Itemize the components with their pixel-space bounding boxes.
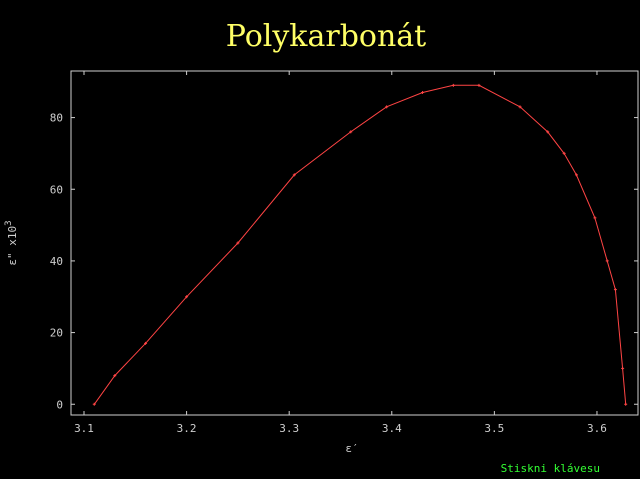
x-tick-label: 3.5 bbox=[484, 422, 504, 435]
data-point bbox=[518, 105, 522, 109]
data-point bbox=[144, 341, 148, 345]
y-axis-label: ε" x103 bbox=[4, 220, 19, 265]
y-axis-label-main: ε" x10 bbox=[6, 226, 19, 266]
y-axis-label-group: ε" x103 bbox=[4, 220, 19, 265]
x-axis: 3.1 3.2 3.3 3.4 3.5 3.6 bbox=[74, 71, 607, 435]
series-line bbox=[93, 84, 627, 405]
x-tick-label: 3.4 bbox=[382, 422, 402, 435]
data-point bbox=[349, 130, 353, 134]
x-axis-label: ε′ bbox=[345, 442, 358, 455]
y-tick-label: 20 bbox=[50, 327, 63, 340]
data-point bbox=[574, 173, 578, 177]
x-tick-label: 3.2 bbox=[177, 422, 197, 435]
y-tick-label: 40 bbox=[50, 255, 63, 268]
y-tick-label: 80 bbox=[50, 112, 63, 125]
x-tick-label: 3.1 bbox=[74, 422, 94, 435]
plot-frame bbox=[70, 70, 639, 416]
data-point bbox=[562, 151, 566, 155]
y-axis-label-exponent: 3 bbox=[4, 220, 14, 225]
data-point bbox=[421, 91, 425, 94]
data-point bbox=[477, 83, 481, 87]
data-point bbox=[292, 173, 296, 177]
x-tick-label: 3.3 bbox=[279, 422, 299, 435]
x-tick-label: 3.6 bbox=[587, 422, 607, 435]
data-point bbox=[546, 130, 550, 134]
chart-title: Polykarbonát bbox=[226, 19, 427, 54]
series-points bbox=[92, 83, 628, 406]
data-point bbox=[236, 241, 240, 245]
data-point bbox=[185, 295, 189, 299]
data-point bbox=[613, 288, 617, 292]
data-point bbox=[593, 216, 597, 220]
data-point bbox=[605, 259, 609, 263]
y-tick-label: 0 bbox=[56, 398, 63, 411]
press-key-prompt: Stiskni klávesu bbox=[500, 462, 600, 475]
y-tick-label: 60 bbox=[50, 183, 63, 196]
data-point bbox=[113, 374, 117, 378]
data-point bbox=[451, 83, 455, 87]
y-axis: 0 20 40 60 80 bbox=[50, 112, 638, 411]
data-point bbox=[385, 105, 389, 109]
data-point bbox=[92, 402, 96, 406]
data-point bbox=[624, 402, 628, 406]
data-point bbox=[621, 366, 625, 370]
